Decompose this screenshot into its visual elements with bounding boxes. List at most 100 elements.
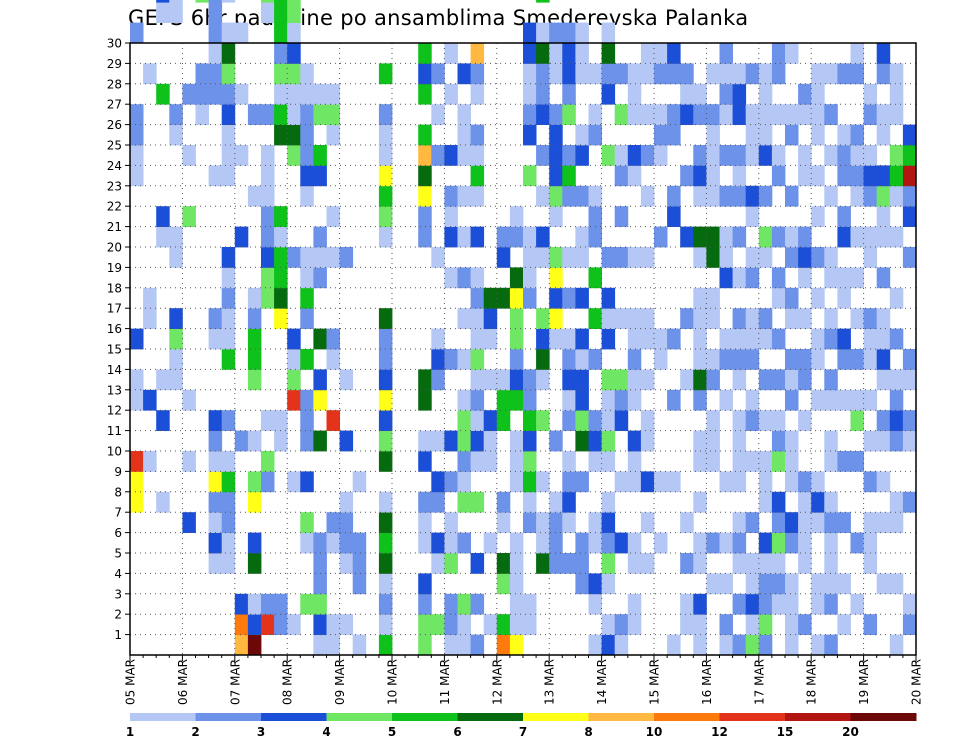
heatmap-cell [431, 145, 445, 166]
heatmap-cell [758, 145, 773, 166]
heatmap-cell [889, 328, 904, 350]
heatmap-cell [640, 145, 655, 166]
heatmap-cell [771, 226, 786, 248]
heatmap-cell [431, 247, 445, 268]
heatmap-cell [549, 206, 563, 227]
heatmap-cell [130, 369, 144, 391]
heatmap-cell [601, 614, 616, 635]
heatmap-cell [326, 124, 340, 146]
heatmap-cell [811, 328, 825, 350]
heatmap-cell [575, 553, 589, 574]
heatmap-cell [680, 83, 694, 105]
heatmap-cell [261, 593, 275, 615]
heatmap-cell [732, 634, 747, 656]
heatmap-cell [234, 593, 249, 615]
heatmap-cell [758, 553, 773, 574]
heatmap-cell [732, 471, 747, 493]
heatmap-cell [902, 614, 917, 635]
heatmap-cell [352, 532, 367, 554]
x-tick-label: 07 MAR [228, 659, 242, 705]
heatmap-cell [208, 553, 223, 574]
heatmap-cell [693, 593, 707, 615]
heatmap-cell [680, 553, 694, 574]
heatmap-cell [758, 491, 773, 513]
heatmap-cell [313, 553, 327, 574]
heatmap-cell [536, 83, 550, 105]
heatmap-cell [431, 491, 445, 513]
y-tick-label: 5 [114, 547, 122, 561]
heatmap-cell [588, 573, 602, 595]
heatmap-cell [876, 308, 891, 329]
heatmap-cell [261, 0, 275, 3]
heatmap-cell [745, 553, 760, 574]
heatmap-cell [261, 410, 275, 431]
legend-label: 1 [126, 725, 134, 739]
heatmap-cell [693, 369, 707, 391]
legend-label: 5 [388, 725, 396, 739]
heatmap-cell [130, 22, 144, 44]
heatmap-cell [536, 226, 550, 248]
heatmap-cell [889, 83, 904, 105]
heatmap-cell [470, 287, 485, 309]
heatmap-cell [719, 63, 733, 85]
heatmap-cell [745, 104, 760, 125]
heatmap-cell [680, 512, 694, 533]
heatmap-cell [706, 165, 720, 187]
heatmap-cell [418, 451, 432, 472]
heatmap-cell [824, 389, 838, 411]
legend-swatch [130, 713, 196, 721]
heatmap-cell [287, 124, 301, 146]
heatmap-cell [287, 83, 301, 105]
heatmap-cell [798, 553, 812, 574]
heatmap-cell [562, 349, 576, 370]
heatmap-cell [523, 614, 537, 635]
heatmap-cell [549, 165, 563, 187]
heatmap-cell [798, 512, 812, 533]
heatmap-cell [785, 593, 799, 615]
heatmap-cell [156, 2, 170, 23]
heatmap-cell [850, 532, 864, 554]
heatmap-cell [457, 430, 471, 452]
heatmap-cell [470, 226, 485, 248]
heatmap-cell [234, 145, 249, 166]
legend-swatch [523, 713, 589, 721]
heatmap-cell [483, 328, 498, 350]
heatmap-cell [313, 83, 327, 105]
heatmap-cell [300, 471, 314, 493]
heatmap-cell [339, 369, 354, 391]
heatmap-cell [549, 491, 563, 513]
heatmap-cell [378, 369, 393, 391]
heatmap-cell [811, 63, 825, 85]
heatmap-cell [732, 104, 747, 125]
heatmap-cell [261, 287, 275, 309]
legend-swatch [326, 713, 393, 721]
heatmap-cell [902, 369, 917, 391]
heatmap-cell [706, 410, 720, 431]
heatmap-cell [562, 287, 576, 309]
heatmap-cell [274, 104, 288, 125]
heatmap-cell [680, 165, 694, 187]
heatmap-cell [313, 430, 327, 452]
heatmap-cell [287, 104, 301, 125]
heatmap-cell [771, 369, 786, 391]
heatmap-cell [418, 430, 432, 452]
heatmap-cell [287, 22, 301, 44]
heatmap-cell [758, 410, 773, 431]
heatmap-cell [706, 226, 720, 248]
heatmap-cell [667, 389, 681, 411]
heatmap-cell [247, 328, 262, 350]
heatmap-cell [523, 43, 537, 64]
heatmap-cell [785, 124, 799, 146]
heatmap-cell [523, 165, 537, 187]
heatmap-cell [863, 308, 878, 329]
x-tick-label: 09 MAR [333, 659, 347, 705]
heatmap-cell [771, 165, 786, 187]
heatmap-cell [680, 593, 694, 615]
heatmap-cell [824, 573, 838, 595]
heatmap-cell [274, 43, 288, 64]
heatmap-cell [876, 185, 891, 207]
heatmap-cell [523, 369, 537, 391]
heatmap-cell [378, 124, 393, 146]
heatmap-cell [824, 185, 838, 207]
heatmap-cell [667, 185, 681, 207]
